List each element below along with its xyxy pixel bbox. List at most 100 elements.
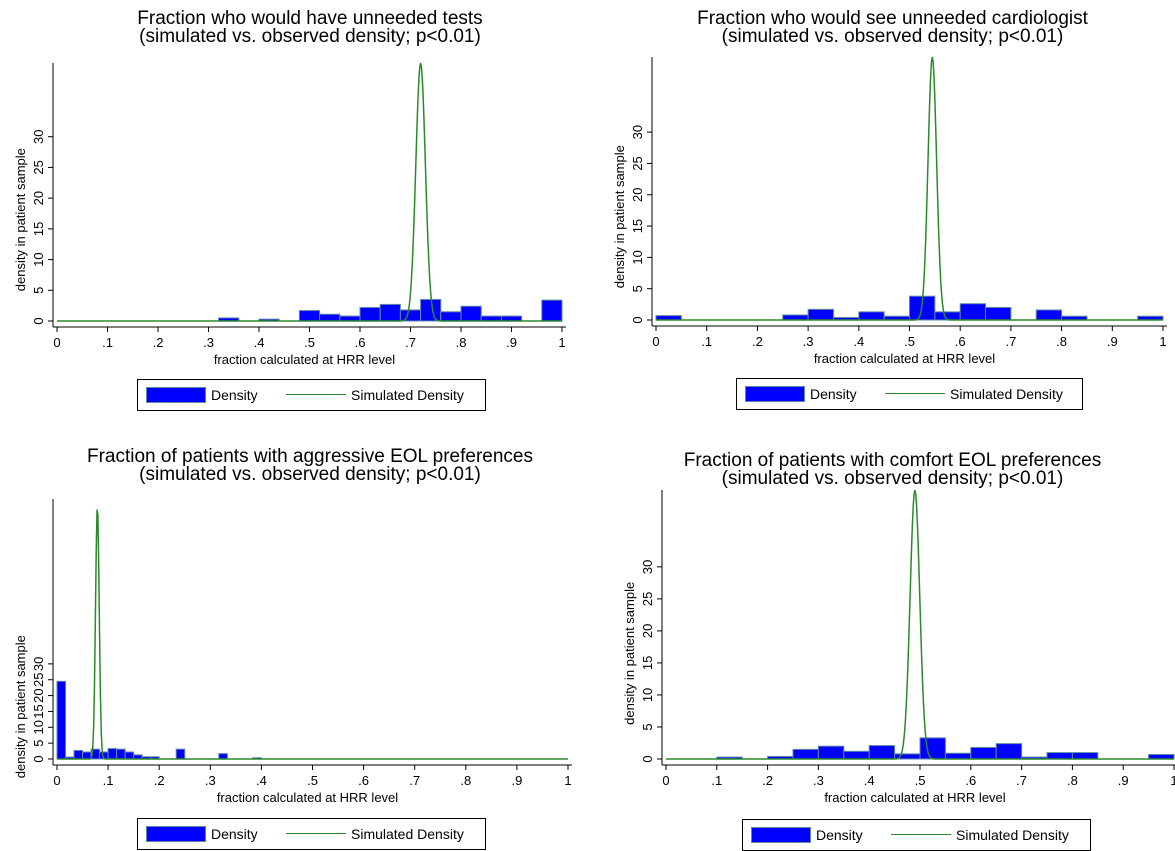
y-axis-label: density in patient sample bbox=[13, 635, 28, 778]
legend-density-swatch bbox=[751, 827, 811, 843]
x-axis-label: fraction calculated at HRR level bbox=[217, 790, 398, 805]
x-tick-label: .1 bbox=[711, 773, 722, 788]
y-tick-label: 0 bbox=[31, 755, 46, 762]
histogram-bar bbox=[218, 753, 228, 760]
histogram-bar bbox=[944, 752, 972, 760]
y-tick-label: 15 bbox=[31, 704, 46, 718]
x-tick-label: .8 bbox=[456, 335, 467, 350]
y-tick-label: 25 bbox=[31, 160, 46, 174]
histogram-bar bbox=[359, 306, 381, 322]
legend-simulated-line bbox=[891, 834, 951, 835]
histogram-bar bbox=[807, 308, 834, 321]
legend-density-label: Density bbox=[810, 386, 857, 402]
legend-density-swatch bbox=[745, 386, 805, 402]
histogram-bar bbox=[1035, 309, 1063, 321]
x-tick-label: .6 bbox=[965, 773, 976, 788]
x-tick-label: .4 bbox=[864, 773, 875, 788]
y-axis-label: density in patient sample bbox=[622, 582, 637, 725]
x-tick-label: .2 bbox=[154, 773, 165, 788]
x-tick-label: .8 bbox=[460, 773, 471, 788]
x-tick-label: .6 bbox=[355, 335, 366, 350]
x-tick-label: 1 bbox=[1170, 773, 1175, 788]
y-tick-label: 0 bbox=[640, 755, 655, 762]
chart-plot: 0.1.2.3.4.5.6.7.8.9 1051015202530fraction… bbox=[13, 499, 572, 805]
histogram-bar bbox=[298, 310, 321, 322]
x-axis-label: fraction calculated at HRR level bbox=[824, 790, 1005, 805]
y-tick-label: 30 bbox=[31, 657, 46, 671]
simulated-density-line bbox=[57, 62, 562, 322]
simulated-density-line bbox=[656, 56, 1163, 321]
x-tick-label: .1 bbox=[701, 334, 712, 349]
legend-density-label: Density bbox=[211, 826, 258, 842]
x-tick-label: .5 bbox=[915, 773, 926, 788]
simulated-density-line bbox=[666, 489, 1174, 760]
x-tick-label: .6 bbox=[955, 334, 966, 349]
histogram-bar bbox=[420, 299, 442, 322]
y-tick-label: 30 bbox=[640, 560, 655, 574]
chart-legend: Density Simulated Density bbox=[137, 818, 486, 850]
histogram-bar bbox=[1071, 752, 1099, 760]
chart-title-line1: Fraction who would see unneeded cardiolo… bbox=[697, 8, 1088, 29]
histogram-bar bbox=[541, 299, 563, 322]
y-tick-label: 15 bbox=[31, 222, 46, 236]
y-tick-label: 25 bbox=[31, 672, 46, 686]
chart-title-line1: Fraction of patients with aggressive EOL… bbox=[86, 446, 534, 467]
chart-panel-1: Fraction who would have unneeded tests (… bbox=[0, 0, 590, 420]
chart-title-line1: Fraction who would have unneeded tests bbox=[137, 8, 483, 29]
histogram-bar bbox=[460, 305, 482, 322]
x-tick-label: .5 bbox=[307, 773, 318, 788]
histogram-bar bbox=[319, 313, 341, 322]
x-tick-label: .8 bbox=[1056, 334, 1067, 349]
chart-legend: Density Simulated Density bbox=[736, 378, 1083, 410]
chart-title: Fraction who would have unneeded tests (… bbox=[30, 8, 590, 46]
x-tick-label: .7 bbox=[1016, 773, 1027, 788]
x-tick-label: .9 bbox=[1107, 334, 1118, 349]
x-tick-label: .3 bbox=[205, 773, 216, 788]
histogram-bar bbox=[56, 680, 67, 760]
x-tick-label: .5 bbox=[904, 334, 915, 349]
x-tick-label: .8 bbox=[1067, 773, 1078, 788]
y-tick-label: 5 bbox=[640, 723, 655, 730]
y-tick-label: 15 bbox=[630, 219, 645, 233]
histogram-bar bbox=[379, 303, 401, 322]
legend-density-label: Density bbox=[816, 827, 863, 843]
x-tick-label: .1 bbox=[103, 773, 114, 788]
x-tick-label: .2 bbox=[752, 334, 763, 349]
y-tick-label: 20 bbox=[630, 188, 645, 202]
legend-simulated-label: Simulated Density bbox=[351, 826, 464, 842]
chart-legend: Density Simulated Density bbox=[137, 379, 486, 411]
y-tick-label: 25 bbox=[640, 592, 655, 606]
histogram-bar bbox=[919, 737, 946, 760]
y-tick-label: 20 bbox=[31, 688, 46, 702]
x-tick-label: 1 bbox=[1159, 334, 1166, 349]
y-tick-label: 5 bbox=[630, 285, 645, 292]
chart-plot: 0.1.2.3.4.5.6.7.8.9 1051015202530fraction… bbox=[622, 489, 1175, 805]
legend-simulated-line bbox=[286, 833, 346, 834]
x-tick-label: .9 bbox=[511, 773, 522, 788]
simulated-density-line bbox=[57, 509, 568, 760]
histogram-bar bbox=[959, 303, 987, 321]
histogram-bar bbox=[82, 751, 92, 760]
chart-panel-4: Fraction of patients with comfort EOL pr… bbox=[590, 423, 1175, 851]
histogram-bar bbox=[817, 745, 845, 760]
chart-title: Fraction of patients with comfort EOL pr… bbox=[610, 450, 1175, 488]
chart-subtitle: (simulated vs. observed density; p<0.01) bbox=[721, 26, 1064, 47]
y-tick-label: 15 bbox=[640, 656, 655, 670]
legend-density-label: Density bbox=[211, 387, 258, 403]
chart-legend: Density Simulated Density bbox=[742, 819, 1091, 851]
chart-title: Fraction who would see unneeded cardiolo… bbox=[610, 8, 1175, 47]
x-tick-label: 0 bbox=[53, 773, 60, 788]
y-axis-label: density in patient sample bbox=[13, 148, 28, 291]
histogram-bar bbox=[124, 751, 135, 760]
y-axis-label: density in patient sample bbox=[612, 145, 627, 288]
x-tick-label: .2 bbox=[153, 335, 164, 350]
legend-simulated-label: Simulated Density bbox=[351, 387, 464, 403]
y-tick-label: 0 bbox=[31, 317, 46, 324]
x-tick-label: .9 bbox=[1118, 773, 1129, 788]
chart-title-line1: Fraction of patients with comfort EOL pr… bbox=[683, 450, 1102, 471]
legend-density-swatch bbox=[146, 387, 206, 403]
x-tick-label: .7 bbox=[1005, 334, 1016, 349]
y-tick-label: 30 bbox=[31, 129, 46, 143]
chart-panel-2: Fraction who would see unneeded cardiolo… bbox=[590, 0, 1175, 420]
x-tick-label: .3 bbox=[803, 334, 814, 349]
